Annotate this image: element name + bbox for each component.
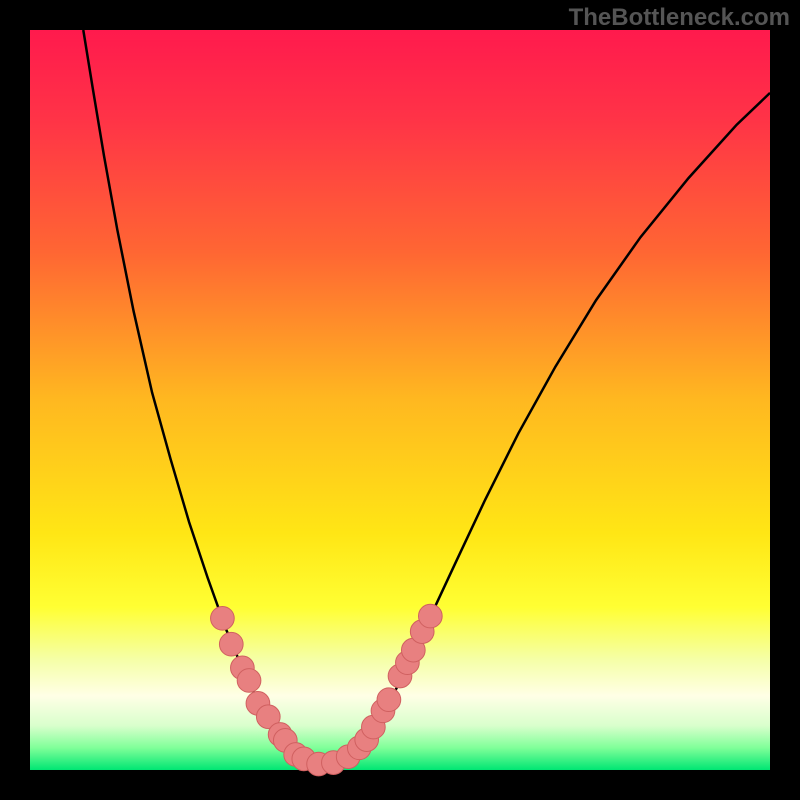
data-marker (211, 606, 235, 630)
chart-svg (0, 0, 800, 800)
data-marker (377, 688, 401, 712)
chart-container: TheBottleneck.com (0, 0, 800, 800)
data-marker (419, 604, 443, 628)
data-marker (237, 669, 261, 693)
watermark-text: TheBottleneck.com (569, 4, 790, 32)
data-marker (219, 632, 243, 656)
